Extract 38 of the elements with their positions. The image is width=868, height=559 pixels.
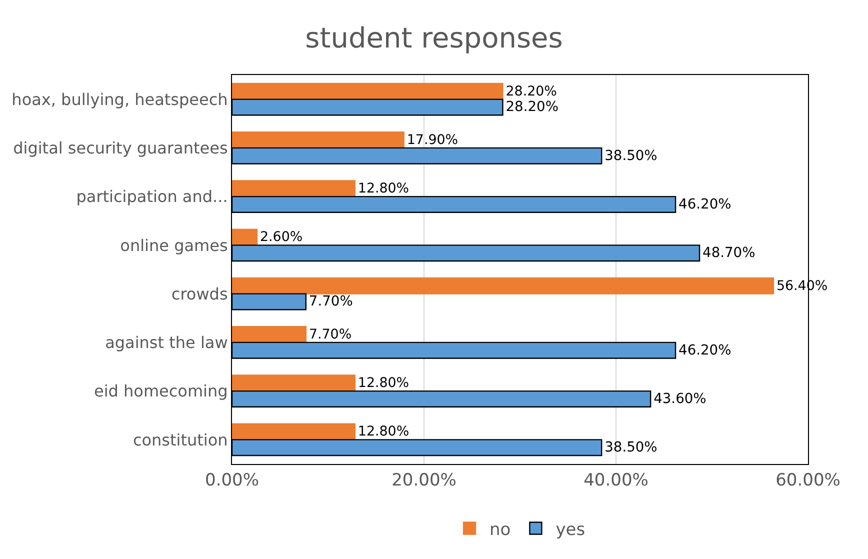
- bar: [232, 326, 307, 344]
- data-label: 38.50%: [604, 148, 658, 164]
- y-tick-label: crowds: [171, 284, 228, 304]
- data-label: 46.20%: [678, 196, 732, 212]
- data-label: 2.60%: [260, 230, 303, 246]
- data-label: 7.70%: [308, 294, 353, 310]
- y-tick-label: constitution: [132, 430, 228, 450]
- data-label: 46.20%: [678, 342, 732, 358]
- x-tick-label: 20.00%: [392, 470, 456, 490]
- data-label: 28.20%: [506, 99, 558, 116]
- data-label: 12.80%: [358, 182, 410, 197]
- y-tick-label: digital security guarantees: [13, 138, 228, 158]
- data-label: 43.60%: [654, 390, 706, 407]
- data-label: 12.80%: [358, 424, 410, 440]
- bar: [232, 228, 258, 246]
- bar: [232, 180, 356, 198]
- data-label: 48.70%: [702, 245, 756, 262]
- data-label: 28.20%: [506, 84, 557, 100]
- data-label: 7.70%: [308, 327, 352, 342]
- x-tick-label: 60.00%: [776, 470, 840, 490]
- y-tick-label: hoax, bullying, heatspeech: [12, 90, 228, 109]
- x-tick-label: 40.00%: [584, 470, 648, 490]
- y-tick-label: participation and...: [76, 187, 228, 206]
- x-tick-label: 0.00%: [204, 470, 260, 490]
- y-tick-label: eid homecoming: [94, 382, 228, 401]
- bar: [232, 82, 504, 100]
- bar: [232, 277, 774, 294]
- data-label: 38.50%: [604, 440, 658, 456]
- legend-label: no: [490, 520, 511, 540]
- bar: [232, 423, 356, 440]
- y-tick-label: online games: [120, 236, 228, 255]
- bar: [232, 132, 404, 149]
- data-label: 17.90%: [406, 132, 458, 148]
- data-label: 12.80%: [358, 376, 410, 392]
- chart-title: student responses: [305, 22, 563, 55]
- bar: [232, 374, 356, 392]
- legend-label: yes: [556, 520, 586, 540]
- y-tick-label: against the law: [105, 333, 228, 352]
